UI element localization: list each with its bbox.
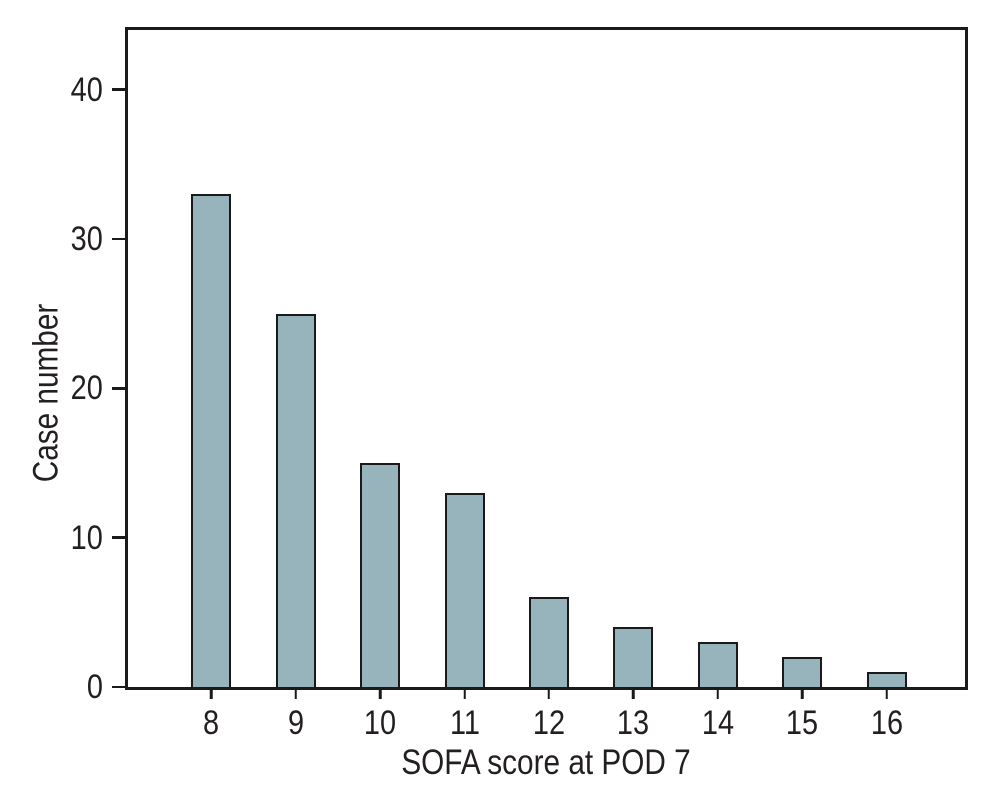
bars-row: 8 9 10 11 12 13 14 15 16 (128, 30, 965, 740)
x-tick-mark (632, 690, 635, 699)
bar-slot: 9 (253, 30, 337, 740)
y-tick-mark: 20 (71, 371, 128, 405)
bar-slot: 16 (845, 30, 929, 740)
y-tick-label: 0 (86, 668, 103, 706)
y-tick-mark: 10 (71, 521, 128, 555)
bar (528, 597, 569, 687)
bar (360, 463, 401, 687)
x-tick-label: 15 (786, 704, 819, 742)
x-tick-label: 16 (870, 704, 903, 742)
bar (613, 627, 654, 687)
x-tick-label: 10 (364, 704, 397, 742)
x-tick-label: 12 (532, 704, 566, 742)
x-tick-mark (378, 690, 382, 699)
x-tick-mark (885, 690, 888, 699)
x-tick-label: 13 (617, 704, 650, 742)
bar-slot: 8 (169, 30, 253, 740)
x-tick-label: 11 (449, 704, 480, 742)
bar (191, 194, 232, 687)
x-tick-mark (463, 690, 466, 699)
x-tick-label: 8 (203, 704, 220, 742)
x-tick-mark (294, 690, 297, 699)
y-axis-title: Case number (26, 303, 66, 483)
y-tick-mark: 40 (71, 73, 128, 107)
bar (866, 672, 907, 687)
x-axis-title: SOFA score at POD 7 (401, 743, 691, 782)
bar (697, 642, 738, 687)
y-tick-label: 10 (70, 518, 103, 557)
bar-slot: 15 (760, 30, 844, 740)
x-tick-mark (801, 690, 804, 699)
x-tick-mark (209, 690, 213, 699)
bar-slot: 12 (507, 30, 591, 740)
y-tick-label: 40 (70, 70, 103, 109)
bar-slot: 13 (591, 30, 675, 740)
y-tick-mark: 0 (87, 670, 128, 704)
y-tick-label: 20 (70, 369, 103, 408)
x-tick-label: 9 (287, 704, 304, 742)
x-tick-mark (547, 690, 551, 699)
plot-area: 0 10 20 30 40 8 9 10 11 12 13 14 15 16 (71, 27, 968, 740)
y-tick-label: 30 (70, 220, 103, 259)
x-tick-mark (716, 690, 720, 699)
bar (275, 313, 316, 687)
bar (782, 657, 823, 687)
bar-slot: 10 (338, 30, 422, 740)
bar-slot: 11 (422, 30, 506, 740)
y-tick-mark: 30 (71, 222, 128, 256)
bar-slot: 14 (676, 30, 760, 740)
bar (444, 492, 485, 687)
x-tick-label: 14 (701, 704, 734, 742)
